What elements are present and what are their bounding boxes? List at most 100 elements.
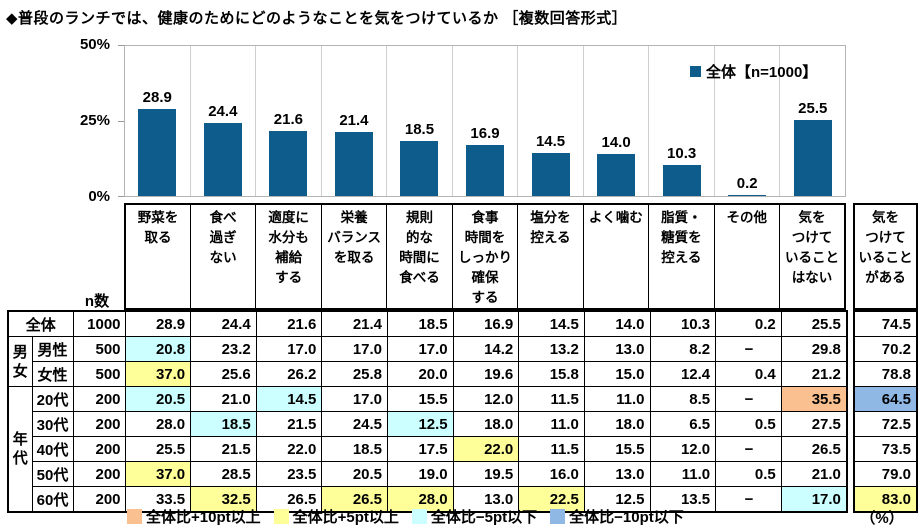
value-cell: 28.0	[387, 486, 454, 513]
value-cell: 18.0	[452, 411, 520, 437]
table-row: 72.5	[853, 411, 918, 437]
chart-column: 10.3	[649, 46, 715, 196]
row-n-count: 500	[72, 361, 126, 387]
value-cell: −	[715, 386, 782, 412]
row-label: 40代	[31, 436, 74, 462]
row-n-count: 200	[72, 411, 126, 437]
key-legend-label: 全体比−5pt以下	[430, 509, 538, 526]
value-cell: 28.5	[190, 461, 257, 487]
value-cell: 18.5	[190, 411, 257, 437]
table-row: 男 女男性 500 20.8 23.2 17.0 17.0 17.0 14.2 13.2 13.0…	[7, 336, 848, 387]
row-label: 全体	[7, 310, 74, 337]
data-table12-body: 74.5 70.2 78.8 64.5 72.5 73.5 79.0 83.0	[853, 310, 918, 513]
table-row: 女性 500 37.0 25.6 26.2 25.8 20.0 19.6 15.8 15.0 12.…	[8, 361, 848, 387]
value-cell: 23.5	[255, 461, 323, 487]
table-row: 70.2	[853, 336, 918, 362]
category-header-cell: その他	[713, 203, 781, 310]
value-cell: 12.0	[649, 436, 717, 462]
value-cell: 16.0	[518, 461, 585, 487]
value-cell: 22.5	[518, 486, 585, 513]
value-cell: 11.5	[518, 386, 585, 412]
value-cell: 11.0	[518, 411, 585, 437]
category-header-cell: 食事 時間を しっかり 確保 する	[451, 203, 519, 310]
key-legend-label: 全体比−10pt以下	[569, 509, 684, 526]
key-legend-label: 全体比+10pt以上	[146, 509, 261, 526]
value-cell: 13.5	[649, 486, 717, 513]
bar	[597, 154, 636, 196]
table-row: 50代 200 37.0 28.5 23.5 20.5 19.0 19.5 16.0 13.0 11…	[8, 461, 848, 487]
value-cell: 8.5	[649, 386, 717, 412]
value-cell: 21.0	[190, 386, 257, 412]
value-cell: 20.5	[124, 386, 192, 412]
value-cell: 17.5	[387, 436, 454, 462]
value-cell: 13.0	[452, 486, 520, 513]
chart-column: 14.0	[584, 46, 650, 196]
row-n-count: 200	[72, 436, 126, 462]
bar	[793, 119, 832, 196]
value-cell: 37.0	[124, 461, 192, 487]
value-cell: 21.5	[255, 411, 323, 437]
highlight-key-legend: 全体比+10pt以上 全体比+5pt以上 全体比−5pt以下 全体比−10pt以下	[127, 506, 697, 527]
value-cell: 32.5	[190, 486, 257, 513]
value-cell: 20.8	[124, 336, 192, 362]
bar-value-label: 28.9	[142, 89, 172, 107]
value-cell: −	[715, 436, 782, 462]
y-axis-label-0: 0%	[88, 188, 110, 205]
value-cell: 24.4	[190, 310, 257, 337]
value-cell: 14.5	[255, 386, 323, 412]
value-cell: 19.0	[387, 461, 454, 487]
value-cell: 29.8	[780, 336, 848, 362]
value-cell: 6.5	[649, 411, 717, 437]
value-cell: 0.2	[715, 310, 782, 337]
chart-column: 25.5	[780, 46, 845, 196]
table-row: 40代 200 25.5 21.5 22.0 18.5 17.5 22.0 11.5 15.5 12…	[8, 436, 848, 462]
page-title: ◆普段のランチでは、健康のためにどのようなことを気をつけているか ［複数回答形式…	[6, 10, 628, 27]
category-header-cell: 適度に 水分も 補給 する	[255, 203, 322, 310]
row-n-count: 200	[72, 486, 126, 513]
value-cell: 25.8	[321, 361, 389, 387]
value-cell: 37.0	[124, 361, 192, 387]
value-cell: 13.0	[583, 336, 651, 362]
value-cell: 11.0	[583, 386, 651, 412]
value-cell: 21.2	[780, 361, 848, 387]
table-row: 60代 200 33.5 32.5 26.5 26.5 28.0 13.0 22.5 12.5 13…	[8, 486, 848, 513]
value-cell: 15.5	[583, 436, 651, 462]
value-cell: 14.2	[452, 336, 520, 362]
value-cell: 26.2	[255, 361, 323, 387]
value-cell: 0.5	[715, 461, 782, 487]
chart-column: 21.6	[256, 46, 322, 196]
value-cell: 18.0	[583, 411, 651, 437]
n-count-header: n数	[84, 293, 110, 310]
value-cell: 17.0	[255, 336, 323, 362]
value-cell: 25.5	[780, 310, 848, 337]
value-cell: 21.6	[255, 310, 323, 337]
bar	[203, 122, 242, 196]
bar-value-label: 18.5	[404, 120, 435, 138]
key-legend-label: 全体比+5pt以上	[292, 509, 399, 526]
value-cell: 12.4	[649, 361, 717, 387]
chart-column: 18.5	[387, 46, 453, 196]
bar	[334, 131, 373, 196]
value-cell: 17.0	[321, 386, 389, 412]
data-table-last-column: 74.5 70.2 78.8 64.5 72.5 73.5 79.0 83.0	[853, 310, 918, 513]
value-cell: 22.0	[255, 436, 323, 462]
value-cell: 25.5	[124, 436, 192, 462]
legend-swatch-icon	[690, 66, 701, 77]
value-cell: 14.5	[518, 310, 585, 337]
bar-chart-plot-area: 28.9 24.4 21.6 21.4 18.5 16.9 14.5 14.0 10.3 0.2 2…	[124, 45, 846, 197]
value-cell: 0.4	[715, 361, 782, 387]
chart-column: 28.9	[125, 46, 191, 196]
value-cell: 19.6	[452, 361, 520, 387]
value-cell: 74.5	[853, 310, 918, 337]
value-cell: 78.8	[853, 361, 918, 387]
value-cell: 12.5	[387, 411, 454, 437]
row-n-count: 200	[72, 386, 126, 412]
value-cell: 21.5	[190, 436, 257, 462]
chart-column: 16.9	[453, 46, 519, 196]
row-n-count: 200	[72, 461, 126, 487]
category-header-cell: 規則 的な 時間に 食べる	[386, 203, 453, 310]
row-group-label: 男 女	[7, 336, 33, 387]
bar-value-label: 14.5	[535, 132, 566, 150]
bar	[531, 152, 570, 196]
key-legend-item: 全体比+5pt以上	[273, 506, 399, 527]
